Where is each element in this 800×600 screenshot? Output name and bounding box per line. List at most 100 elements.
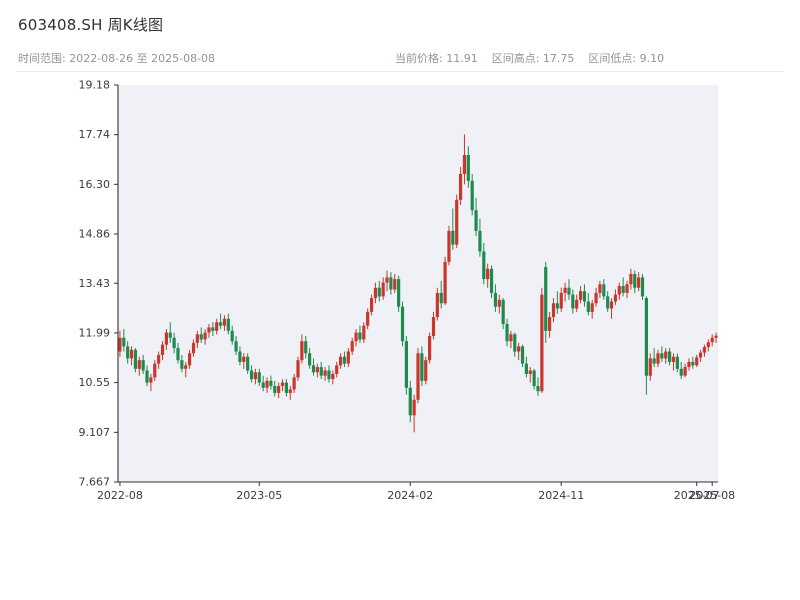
candle-body: [284, 382, 288, 393]
candle-body: [153, 363, 157, 378]
candle-body: [393, 279, 397, 290]
candle-body: [230, 330, 234, 342]
candle-body: [319, 367, 323, 376]
candle-body: [292, 377, 296, 390]
candle-body: [629, 273, 633, 285]
x-axis-tick-label: 2024-11: [538, 489, 584, 502]
candle-body: [536, 386, 540, 392]
candle-body: [455, 199, 459, 245]
candle-body: [424, 360, 428, 381]
candle-body: [555, 303, 559, 309]
candle-body: [633, 273, 637, 288]
candle-body: [195, 334, 199, 343]
candle-body: [470, 180, 474, 211]
candle-body: [586, 301, 590, 312]
candle-body: [300, 341, 304, 361]
candle-body: [466, 155, 470, 181]
candle-body: [563, 287, 567, 293]
candle-body: [215, 322, 219, 331]
candle-body: [431, 317, 436, 337]
candle-body: [222, 318, 227, 326]
candle-body: [509, 334, 513, 342]
candle-body: [544, 267, 548, 331]
candle-body: [567, 287, 571, 295]
candle-body: [126, 346, 130, 359]
candle-body: [168, 332, 172, 338]
candle-body: [346, 351, 350, 364]
date-range-label: 时间范围: 2022-08-26 至 2025-08-08: [18, 52, 216, 65]
candle-body: [486, 268, 490, 280]
candle-body: [474, 210, 478, 231]
candle-body: [211, 327, 215, 331]
candle-body: [517, 346, 521, 352]
candle-body: [160, 344, 165, 355]
candle-body: [598, 284, 602, 293]
candle-body: [648, 358, 652, 376]
candle-body: [675, 356, 679, 369]
candle-body: [575, 299, 579, 309]
candle-body: [246, 356, 250, 371]
candle-body: [691, 361, 695, 366]
candle-body: [238, 351, 242, 362]
candle-body: [404, 341, 408, 388]
price-stats: 当前价格: 11.91 区间高点: 17.75 区间低点: 9.10: [395, 50, 664, 66]
candle-body: [203, 332, 207, 340]
candle-body: [668, 351, 672, 362]
candle-body: [385, 277, 389, 283]
range-high-stat: 区间高点: 17.75: [491, 52, 575, 65]
candle-body: [706, 342, 710, 348]
candle-body: [180, 360, 184, 369]
candle-body: [218, 322, 223, 326]
candle-body: [369, 298, 374, 312]
candle-body: [702, 347, 707, 353]
candle-body: [501, 299, 505, 324]
subtitle-row: 时间范围: 2022-08-26 至 2025-08-08 当前价格: 11.9…: [0, 50, 800, 66]
candle-body: [149, 377, 153, 383]
candle-body: [443, 261, 447, 304]
candle-body: [362, 325, 366, 340]
candle-body: [513, 334, 517, 352]
candle-body: [489, 268, 494, 293]
candle-body: [269, 380, 273, 387]
candle-body: [253, 372, 258, 380]
y-axis-tick-label: 13.43: [79, 277, 111, 290]
candle-body: [652, 358, 656, 364]
candle-body: [660, 353, 664, 359]
candle-body: [323, 370, 327, 376]
candle-body: [184, 365, 188, 369]
candle-body: [358, 332, 362, 340]
candle-body: [176, 348, 180, 361]
y-axis-tick-label: 9.107: [79, 426, 111, 439]
x-axis-tick-label: 2025-08: [689, 489, 735, 502]
candle-body: [493, 292, 498, 307]
candle-body: [687, 361, 691, 368]
candle-body: [389, 277, 393, 290]
candle-body: [462, 155, 467, 174]
x-axis-tick-label: 2023-05: [236, 489, 282, 502]
candle-body: [695, 357, 699, 366]
candle-body: [261, 382, 265, 388]
candle-body: [377, 287, 381, 297]
candle-body: [164, 332, 168, 345]
candle-body: [277, 386, 281, 393]
candle-body: [478, 230, 482, 252]
page-title: 603408.SH 周K线图: [18, 16, 164, 34]
candle-body: [408, 387, 412, 416]
candle-body: [311, 365, 316, 373]
candle-body: [698, 352, 703, 358]
candle-body: [366, 311, 370, 326]
candle-body: [613, 294, 618, 302]
candle-body: [137, 360, 141, 369]
candle-body: [199, 334, 203, 340]
candle-body: [373, 287, 378, 299]
candle-body: [520, 346, 525, 364]
candle-body: [249, 370, 254, 380]
candle-body: [621, 286, 625, 293]
candle-body: [145, 370, 149, 383]
candle-body: [412, 399, 416, 416]
candle-body: [315, 367, 319, 373]
candle-body: [242, 356, 246, 362]
candle-body: [122, 337, 126, 347]
candle-body: [640, 277, 645, 297]
candle-body: [637, 277, 641, 288]
